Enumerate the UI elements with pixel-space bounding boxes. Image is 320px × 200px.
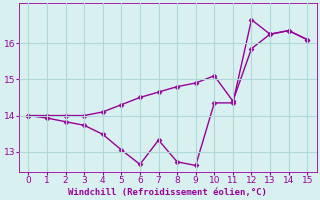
X-axis label: Windchill (Refroidissement éolien,°C): Windchill (Refroidissement éolien,°C): [68, 188, 267, 197]
